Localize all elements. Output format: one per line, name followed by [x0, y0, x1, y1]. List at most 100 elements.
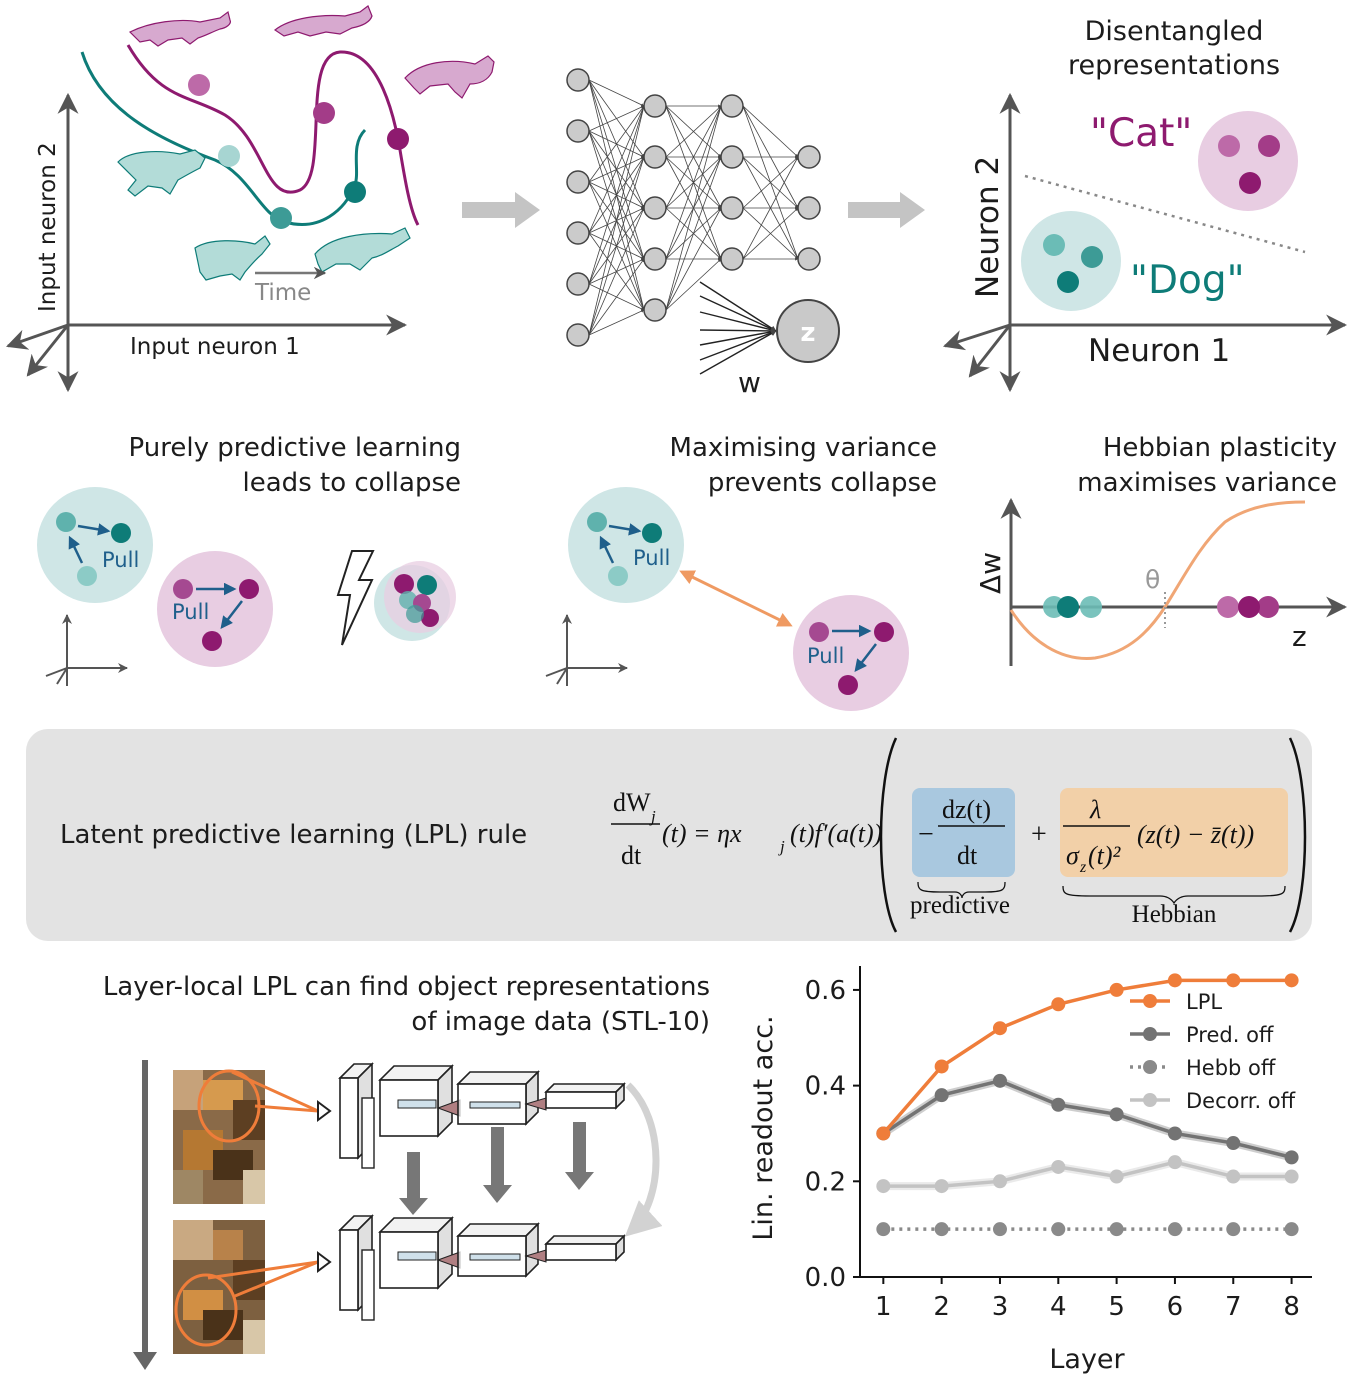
data-point	[992, 1174, 1007, 1189]
lhs-denominator: dt	[621, 841, 642, 870]
network-neuron	[643, 247, 667, 271]
data-point	[1167, 1222, 1182, 1237]
panel-e-title-line2: prevents collapse	[708, 468, 937, 498]
hebb-denominator-rest: (t)²	[1088, 841, 1122, 870]
data-point	[1284, 1222, 1299, 1237]
lhs-numerator-sub: j	[649, 807, 656, 826]
dog-sample-point	[218, 145, 240, 167]
network-neuron	[566, 272, 590, 296]
panel-f-title-line2: maximises variance	[1077, 468, 1337, 498]
cat-cluster	[1198, 111, 1298, 211]
data-point	[934, 1179, 949, 1194]
dog-label: "Dog"	[1130, 258, 1245, 303]
data-point	[876, 1126, 891, 1141]
cat-silhouette-icon	[404, 55, 495, 99]
pred-denominator: dt	[957, 841, 978, 870]
rhs-sub: j	[778, 837, 785, 856]
hebb-term: (z(t) − z̄(t))	[1137, 820, 1254, 849]
chart-xlabel: Layer	[1049, 1344, 1125, 1375]
dog-sample-point	[270, 207, 292, 229]
network-neuron	[643, 145, 667, 169]
panel-c-ylabel: Neuron 2	[970, 156, 1006, 298]
plus-sign: +	[1031, 819, 1047, 850]
network-neuron	[720, 145, 744, 169]
panel-f-xlabel: z	[1292, 620, 1307, 653]
network-neuron	[797, 247, 821, 271]
flow-arrow	[848, 192, 925, 228]
conv-layer-block	[544, 1082, 626, 1110]
data-point	[1109, 1222, 1124, 1237]
down-arrow	[483, 1127, 512, 1203]
pull-label: Pull	[633, 546, 670, 570]
network-neuron	[566, 221, 590, 245]
recurrent-arrow	[624, 1082, 663, 1237]
readout-accuracy-chart: 0.0 0.2 0.4 0.6 1 2 3 4 5 6 7 8 LPL Pred. off Hebb of…	[748, 966, 1312, 1375]
legend-entry: LPL	[1130, 990, 1222, 1014]
network-neuron	[566, 68, 590, 92]
series-lpl	[876, 973, 1299, 1141]
data-point	[1109, 1107, 1124, 1122]
panel-g-title-line2: of image data (STL-10)	[411, 1007, 710, 1037]
dog-cluster	[568, 487, 684, 603]
cnn-stack	[338, 1062, 626, 1169]
pred-numerator: dz(t)	[942, 795, 991, 824]
lhs-rest: (t) = ηx	[662, 819, 742, 848]
z-label: z	[800, 318, 815, 348]
legend-label: Decorr. off	[1186, 1089, 1296, 1113]
panel-a-ylabel: Input neuron 2	[35, 142, 61, 312]
x-tick-label: 1	[875, 1292, 892, 1322]
conv-layer-block	[544, 1234, 626, 1262]
panel-c-representation-space: Disentangled representations Neuron 2 Ne…	[943, 16, 1348, 393]
data-point	[1226, 973, 1241, 988]
panel-a-xlabel: Input neuron 1	[130, 334, 300, 360]
cat-silhouette-icon	[128, 10, 231, 47]
panel-c-title-line1: Disentangled	[1085, 16, 1264, 47]
equation-label: Latent predictive learning (LPL) rule	[60, 820, 527, 850]
time-label: Time	[254, 280, 311, 306]
panel-c-title-line2: representations	[1068, 50, 1280, 81]
chart-ylabel: Lin. readout acc.	[748, 1015, 779, 1240]
predictive-label: predictive	[910, 892, 1010, 919]
data-point	[1051, 1159, 1066, 1174]
y-tick-label: 0.2	[805, 1167, 846, 1197]
series-hebb-off	[876, 1222, 1299, 1237]
legend-entry: Pred. off	[1130, 1023, 1274, 1047]
panel-d-collapse: Purely predictive learning leads to coll…	[37, 433, 461, 686]
flow-arrow	[462, 192, 540, 228]
legend-label: Pred. off	[1186, 1023, 1274, 1047]
panel-e-title-line1: Maximising variance	[670, 433, 937, 463]
data-point	[1284, 1150, 1299, 1165]
data-point	[1109, 982, 1124, 997]
pull-label: Pull	[102, 548, 139, 572]
legend-entry: Hebb off	[1130, 1056, 1276, 1080]
legend-label: Hebb off	[1186, 1056, 1276, 1080]
panel-d-title-line1: Purely predictive learning	[129, 433, 461, 463]
network-neuron	[720, 247, 744, 271]
data-point	[934, 1059, 949, 1074]
lightning-icon	[336, 550, 375, 646]
svg-text:dW: dW	[613, 788, 651, 817]
data-point	[1167, 973, 1182, 988]
network-neuron	[566, 170, 590, 194]
data-point	[992, 1021, 1007, 1036]
network-neuron	[566, 323, 590, 347]
cat-label: "Cat"	[1090, 111, 1192, 156]
hebbian-term-box	[1060, 788, 1288, 877]
conv-layer-block	[456, 1222, 540, 1278]
panel-d-title-line2: leads to collapse	[243, 468, 461, 498]
legend-entry: Decorr. off	[1130, 1089, 1296, 1113]
data-point	[934, 1222, 949, 1237]
push-arrow	[679, 570, 793, 627]
data-point	[1109, 1169, 1124, 1184]
dog-silhouette-icon	[314, 227, 411, 273]
panel-f-ylabel: Δw	[974, 552, 1007, 594]
hebbian-label: Hebbian	[1132, 901, 1217, 928]
hebb-numerator: λ	[1089, 795, 1101, 824]
lhs-numerator: dW	[613, 788, 651, 817]
panel-f-hebbian: Hebbian plasticity maximises variance Δw…	[974, 433, 1348, 666]
cat-silhouette-icon	[273, 5, 373, 37]
data-point	[992, 1073, 1007, 1088]
down-arrow	[565, 1122, 594, 1190]
panel-b-neural-network	[566, 68, 821, 375]
